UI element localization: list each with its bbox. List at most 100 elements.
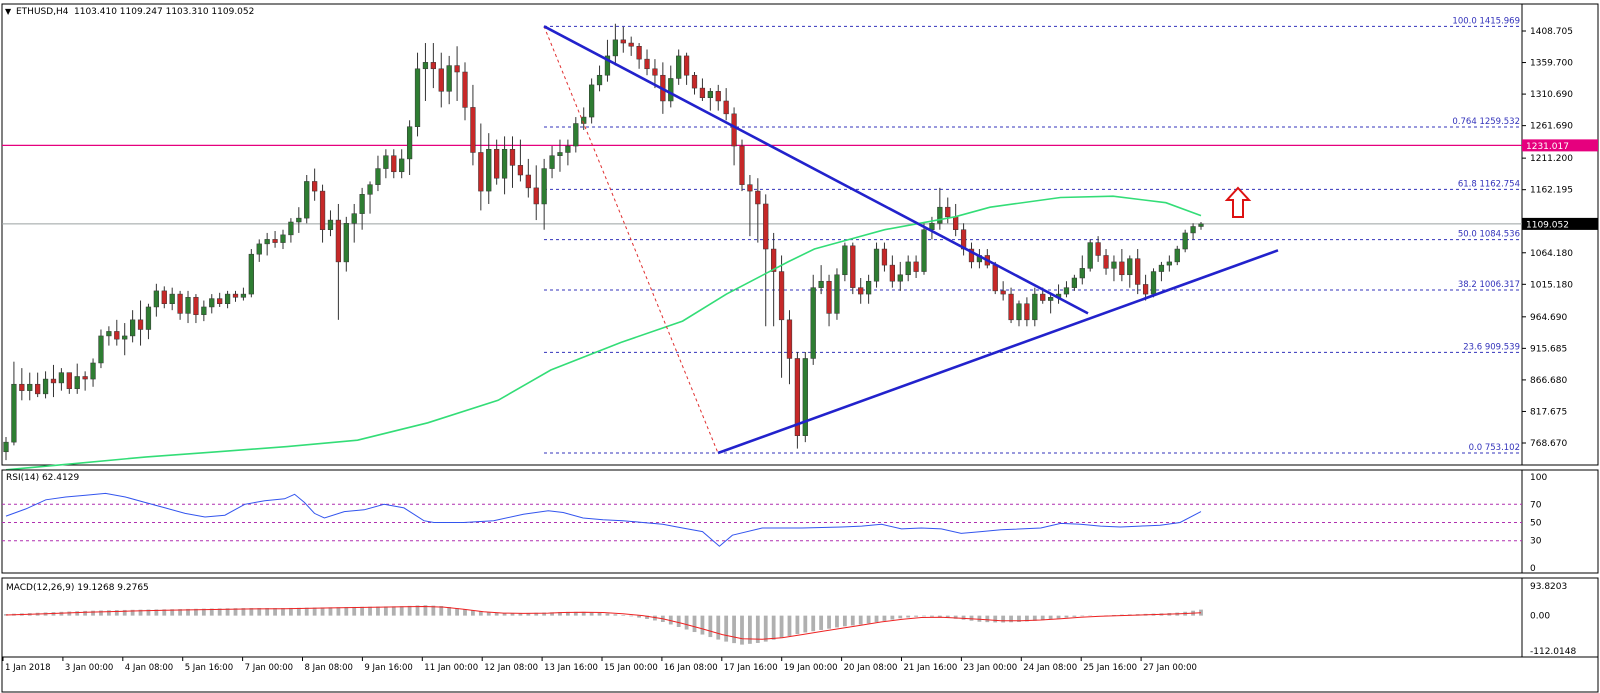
candle[interactable]: [406, 120, 413, 176]
candle[interactable]: [771, 232, 777, 327]
candle[interactable]: [1190, 223, 1196, 240]
candle[interactable]: [1024, 297, 1030, 327]
candle[interactable]: [438, 52, 444, 108]
candle[interactable]: [945, 197, 951, 224]
candle[interactable]: [573, 117, 579, 153]
candle[interactable]: [620, 26, 626, 53]
candle[interactable]: [676, 49, 682, 85]
candle[interactable]: [905, 255, 911, 282]
candle[interactable]: [422, 43, 429, 101]
candle[interactable]: [913, 255, 919, 278]
candle[interactable]: [446, 55, 452, 105]
candle[interactable]: [786, 310, 793, 385]
candle[interactable]: [319, 184, 326, 243]
candle[interactable]: [715, 84, 721, 111]
candle[interactable]: [501, 136, 508, 195]
candle[interactable]: [343, 216, 349, 272]
candle[interactable]: [129, 310, 136, 343]
candle[interactable]: [335, 203, 342, 320]
candle[interactable]: [1063, 281, 1070, 298]
candle[interactable]: [375, 155, 381, 192]
candle[interactable]: [557, 139, 563, 172]
candle[interactable]: [858, 277, 864, 304]
candle[interactable]: [644, 49, 650, 76]
candle[interactable]: [652, 59, 658, 89]
candle[interactable]: [399, 149, 405, 179]
candle[interactable]: [19, 368, 25, 401]
candle[interactable]: [565, 139, 571, 166]
candle[interactable]: [1008, 287, 1014, 324]
candle[interactable]: [1174, 245, 1180, 266]
candle[interactable]: [462, 62, 468, 121]
candle[interactable]: [296, 207, 302, 233]
candle[interactable]: [1158, 261, 1165, 282]
candle[interactable]: [865, 274, 872, 304]
candle[interactable]: [454, 46, 460, 101]
candle[interactable]: [691, 72, 698, 95]
candle[interactable]: [968, 242, 975, 269]
candle[interactable]: [201, 300, 207, 322]
candle[interactable]: [541, 158, 547, 230]
candle[interactable]: [889, 255, 895, 288]
candle[interactable]: [794, 352, 801, 449]
candle[interactable]: [74, 363, 80, 394]
candle[interactable]: [288, 218, 294, 243]
candle[interactable]: [280, 229, 286, 250]
candle[interactable]: [58, 368, 65, 391]
candle[interactable]: [351, 203, 357, 243]
price-panel[interactable]: 1408.705 1359.700 1310.690 1261.690 1211.200…: [1, 3, 1599, 481]
candle[interactable]: [304, 175, 310, 224]
candle[interactable]: [739, 139, 745, 192]
candle[interactable]: [683, 52, 690, 85]
candle[interactable]: [224, 290, 231, 309]
candle[interactable]: [272, 231, 278, 248]
candle[interactable]: [1119, 249, 1125, 282]
candle[interactable]: [707, 88, 713, 111]
candle[interactable]: [1111, 255, 1117, 282]
candle[interactable]: [1182, 229, 1188, 253]
candle[interactable]: [66, 372, 72, 394]
candle[interactable]: [636, 43, 642, 69]
candle[interactable]: [240, 287, 247, 301]
trendline[interactable]: [717, 249, 1279, 455]
candle[interactable]: [312, 168, 318, 201]
candle[interactable]: [525, 158, 531, 198]
candle[interactable]: [209, 294, 215, 314]
candle[interactable]: [327, 210, 334, 237]
candle[interactable]: [98, 329, 104, 369]
candle[interactable]: [778, 255, 785, 378]
candle[interactable]: [82, 371, 88, 391]
candle[interactable]: [1071, 274, 1078, 291]
candle[interactable]: [897, 261, 903, 291]
candle[interactable]: [1198, 221, 1204, 230]
candle[interactable]: [612, 23, 618, 66]
candle[interactable]: [517, 139, 524, 182]
trendline[interactable]: [543, 25, 1089, 315]
candle[interactable]: [881, 242, 888, 272]
candle[interactable]: [747, 175, 753, 237]
candle[interactable]: [699, 78, 706, 101]
candle[interactable]: [11, 361, 17, 446]
candle[interactable]: [486, 133, 492, 204]
candle[interactable]: [596, 65, 603, 92]
candle[interactable]: [818, 265, 824, 295]
candle[interactable]: [137, 300, 144, 346]
candle[interactable]: [494, 139, 500, 185]
candle[interactable]: [937, 187, 943, 230]
candle[interactable]: [161, 286, 167, 309]
candle[interactable]: [391, 149, 397, 179]
candle[interactable]: [826, 274, 832, 327]
candle[interactable]: [628, 36, 634, 56]
candle[interactable]: [755, 178, 761, 243]
candle[interactable]: [478, 123, 484, 211]
candle[interactable]: [533, 165, 539, 221]
candle[interactable]: [509, 136, 516, 188]
candle[interactable]: [193, 294, 199, 324]
candle[interactable]: [1000, 281, 1006, 301]
candle[interactable]: [1079, 255, 1085, 285]
candle[interactable]: [731, 107, 737, 166]
candle[interactable]: [3, 436, 9, 461]
candle[interactable]: [589, 78, 595, 124]
candle[interactable]: [264, 232, 270, 256]
candle[interactable]: [850, 242, 856, 295]
